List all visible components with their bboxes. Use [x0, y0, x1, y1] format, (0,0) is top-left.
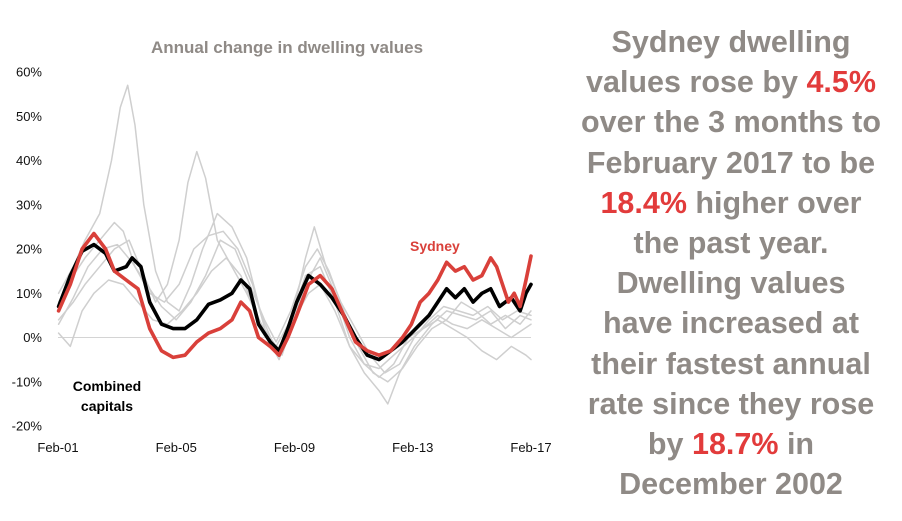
commentary-text: over the 3 months to — [581, 105, 881, 140]
commentary-line: Sydney dwelling — [560, 22, 902, 62]
capital-b-series-line — [57, 150, 532, 405]
chart-title: Annual change in dwelling values — [151, 38, 423, 57]
commentary-line: 18.4% higher over — [560, 183, 902, 223]
commentary-text: their fastest annual — [591, 346, 871, 381]
commentary-line: the past year. — [560, 223, 902, 263]
series-layer — [56, 84, 533, 405]
combined-capitals-label-line2: capitals — [81, 398, 133, 414]
commentary-line: December 2002 — [560, 464, 902, 504]
commentary-line: Dwelling values — [560, 263, 902, 303]
x-tick-label: Feb-05 — [156, 440, 197, 455]
combined-capitals-series-line — [56, 242, 533, 362]
sydney-label: Sydney — [410, 238, 460, 254]
capital-a-series-line — [57, 84, 532, 379]
x-tick-label: Feb-17 — [510, 440, 551, 455]
commentary-text: the past year. — [633, 226, 829, 261]
x-tick-label: Feb-01 — [37, 440, 78, 455]
y-tick-label: -20% — [12, 419, 43, 434]
commentary-line: by 18.7% in — [560, 424, 902, 464]
x-axis: Feb-01 Feb-05 Feb-09 Feb-13 Feb-17 — [37, 440, 551, 455]
highlighted-figure: 18.4% — [600, 185, 687, 220]
commentary-line: over the 3 months to — [560, 102, 902, 142]
y-tick-label: 0% — [23, 330, 42, 345]
y-tick-label: 60% — [16, 65, 42, 80]
y-tick-label: 10% — [16, 286, 42, 301]
commentary-line: have increased at — [560, 303, 902, 343]
x-tick-label: Feb-13 — [392, 440, 433, 455]
highlighted-figure: 4.5% — [806, 65, 876, 100]
commentary-text: Dwelling values — [616, 266, 846, 301]
commentary-line: their fastest annual — [560, 344, 902, 384]
y-tick-label: 50% — [16, 109, 42, 124]
line-chart: Annual change in dwelling values -20% -10… — [12, 38, 552, 455]
commentary-text: have increased at — [602, 306, 859, 341]
y-tick-label: -10% — [12, 374, 43, 389]
y-tick-label: 40% — [16, 153, 42, 168]
y-tick-label: 20% — [16, 242, 42, 257]
commentary-text: December 2002 — [619, 467, 843, 502]
combined-capitals-label-line1: Combined — [73, 378, 141, 394]
commentary-text: in — [778, 427, 815, 462]
commentary-text: Sydney dwelling — [611, 25, 851, 59]
capital-e-series-line — [57, 239, 532, 383]
commentary-line: February 2017 to be — [560, 143, 902, 183]
commentary-line: rate since they rose — [560, 384, 902, 424]
commentary-line: values rose by 4.5% — [560, 62, 902, 102]
sydney-series-line — [56, 231, 533, 360]
x-tick-label: Feb-09 — [274, 440, 315, 455]
commentary-text: higher over — [686, 185, 862, 220]
y-axis: -20% -10% 0% 10% 20% 30% 40% 50% 60% — [12, 65, 43, 434]
commentary-text: values rose by — [586, 65, 807, 100]
commentary-panel: Sydney dwelling values rose by 4.5% over t… — [560, 22, 902, 504]
commentary-text: by — [647, 427, 692, 462]
commentary-text: rate since they rose — [587, 386, 875, 421]
commentary-text: February 2017 to be — [586, 145, 876, 180]
highlighted-figure: 18.7% — [692, 427, 779, 462]
y-tick-label: 30% — [16, 197, 42, 212]
